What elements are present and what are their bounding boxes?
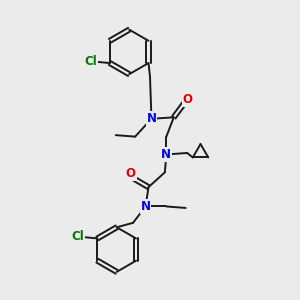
Text: N: N (146, 112, 157, 125)
Text: N: N (140, 200, 151, 213)
Text: N: N (161, 148, 171, 161)
Text: Cl: Cl (84, 55, 97, 68)
Text: Cl: Cl (72, 230, 85, 243)
Text: O: O (183, 93, 193, 106)
Text: O: O (126, 167, 136, 180)
